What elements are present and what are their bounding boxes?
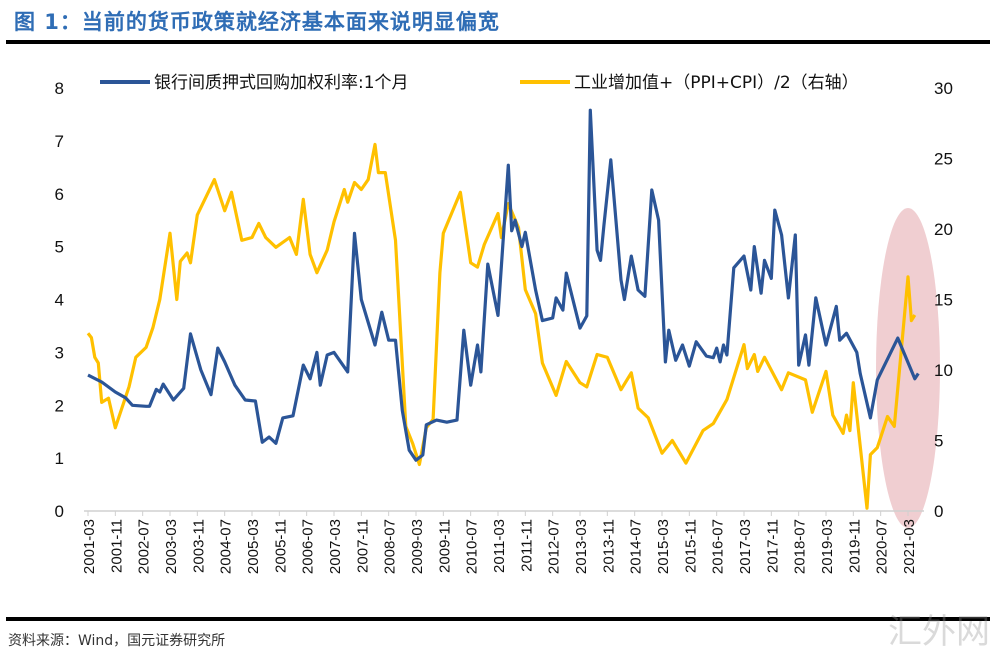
top-rule bbox=[6, 40, 990, 44]
x-tick-label: 2011-03 bbox=[491, 519, 508, 573]
x-tick-label: 2020-07 bbox=[874, 519, 891, 574]
x-tick-label: 2005-11 bbox=[272, 519, 289, 573]
y-left-tick-label: 5 bbox=[55, 238, 64, 257]
legend-label: 银行间质押式回购加权利率:1个月 bbox=[154, 73, 409, 93]
x-tick-label: 2007-11 bbox=[354, 519, 371, 573]
x-tick-label: 2001-11 bbox=[108, 519, 125, 573]
source-note: 资料来源：Wind，国元证券研究所 bbox=[8, 633, 226, 649]
x-tick-label: 2017-03 bbox=[737, 519, 754, 574]
x-tick-label: 2017-11 bbox=[764, 519, 781, 573]
x-tick-label: 2014-07 bbox=[628, 519, 645, 574]
y-left-tick-label: 7 bbox=[55, 132, 64, 151]
x-tick-label: 2018-07 bbox=[792, 519, 809, 574]
x-tick-label: 2021-03 bbox=[901, 519, 918, 574]
bottom-rule bbox=[6, 617, 990, 621]
x-tick-label: 2012-07 bbox=[546, 519, 563, 574]
legend-label: 工业增加值+（PPI+CPI）/2（右轴） bbox=[574, 73, 859, 93]
x-tick-label: 2009-03 bbox=[409, 519, 426, 574]
y-right-tick-label: 5 bbox=[934, 432, 943, 451]
x-tick-label: 2010-07 bbox=[464, 519, 481, 574]
x-tick-label: 2019-03 bbox=[819, 519, 836, 574]
y-right-tick-label: 25 bbox=[934, 150, 953, 169]
x-tick-label: 2013-03 bbox=[573, 519, 590, 574]
series-line-repo-rate bbox=[87, 108, 920, 462]
y-right-tick-label: 30 bbox=[934, 79, 953, 98]
series-line-industrial-value bbox=[86, 142, 917, 510]
x-tick-label: 2016-07 bbox=[710, 519, 727, 574]
y-right-tick-label: 20 bbox=[934, 220, 953, 239]
x-tick-label: 2002-07 bbox=[136, 519, 153, 574]
y-left-tick-label: 4 bbox=[55, 291, 64, 310]
x-tick-label: 2015-03 bbox=[655, 519, 672, 574]
x-tick-label: 2006-07 bbox=[300, 519, 317, 574]
y-left-tick-label: 2 bbox=[55, 396, 64, 415]
y-right-tick-label: 0 bbox=[934, 502, 943, 521]
x-tick-label: 2004-07 bbox=[218, 519, 235, 574]
x-tick-label: 2005-03 bbox=[245, 519, 262, 574]
x-tick-label: 2008-07 bbox=[382, 519, 399, 574]
y-left-tick-label: 6 bbox=[55, 185, 64, 204]
x-tick-label: 2001-03 bbox=[81, 519, 98, 574]
x-tick-label: 2019-11 bbox=[846, 519, 863, 573]
x-tick-label: 2015-11 bbox=[682, 519, 699, 573]
y-left-tick-label: 1 bbox=[55, 449, 64, 468]
x-tick-label: 2003-03 bbox=[163, 519, 180, 574]
x-tick-label: 2011-11 bbox=[518, 519, 535, 572]
x-tick-label: 2013-11 bbox=[600, 519, 617, 573]
figure-title: 图 1：当前的货币政策就经济基本面来说明显偏宽 bbox=[14, 10, 500, 34]
watermark: 汇外网 bbox=[888, 612, 990, 652]
x-tick-label: 2007-03 bbox=[327, 519, 344, 574]
y-left-tick-label: 0 bbox=[55, 502, 64, 521]
y-right-tick-label: 15 bbox=[934, 291, 953, 310]
highlight-ellipse bbox=[876, 208, 940, 528]
y-left-tick-label: 8 bbox=[55, 79, 64, 98]
y-right-tick-label: 10 bbox=[934, 361, 953, 380]
x-tick-label: 2009-11 bbox=[436, 519, 453, 573]
x-tick-label: 2003-11 bbox=[190, 519, 207, 573]
y-left-tick-label: 3 bbox=[55, 343, 64, 362]
